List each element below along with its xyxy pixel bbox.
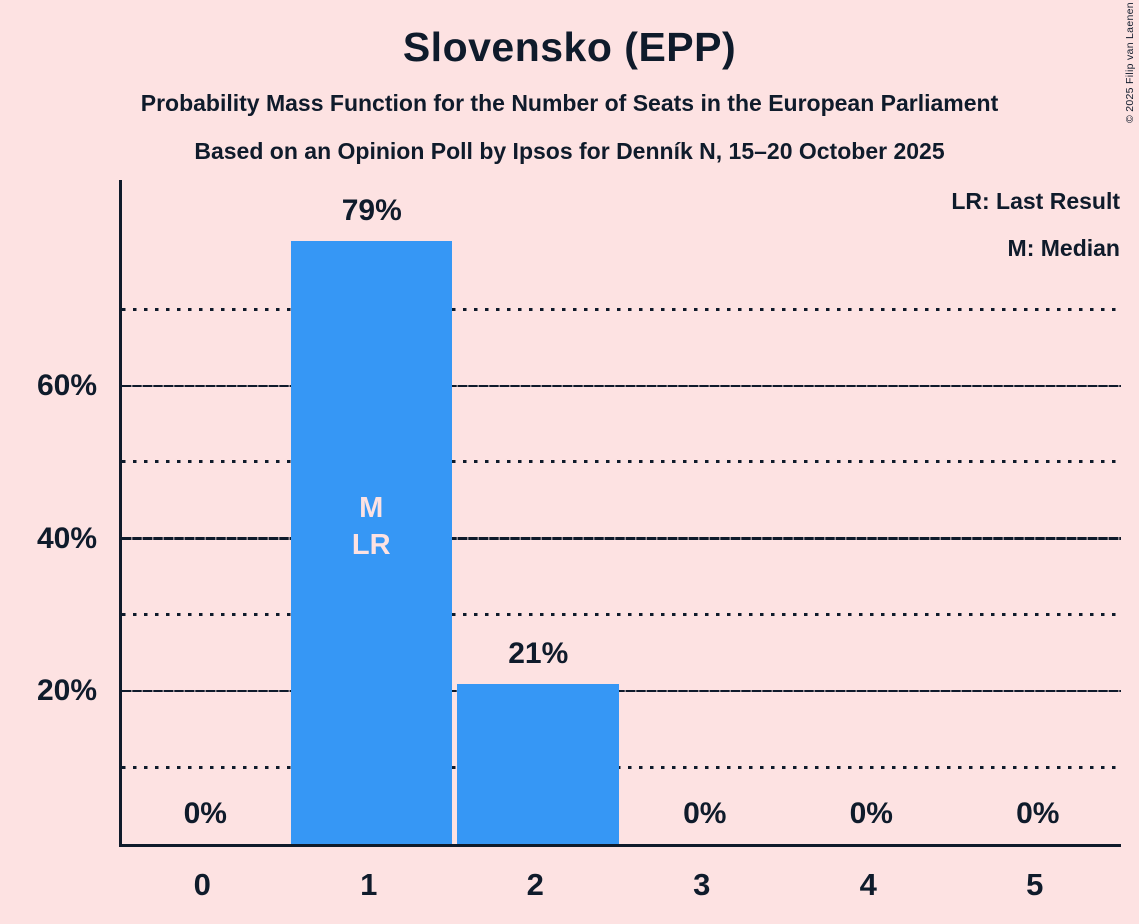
y-tick-label-40: 40% bbox=[36, 521, 97, 555]
x-tick-label-5: 5 bbox=[1026, 867, 1044, 902]
chart-subtitle-line-1: Probability Mass Function for the Number… bbox=[140, 90, 999, 116]
legend-last-result: LR: Last Result bbox=[951, 188, 1120, 214]
y-axis-labels: 20% 40% 60% bbox=[0, 180, 97, 844]
gridline-70pct-dotted bbox=[122, 307, 1121, 311]
legend-median: M: Median bbox=[1007, 235, 1120, 261]
bar-value-label-1: 79% bbox=[341, 194, 402, 228]
marker-label-m: M bbox=[359, 491, 384, 524]
x-tick-label-0: 0 bbox=[193, 867, 211, 902]
bar-column-1: M LR 79% bbox=[289, 180, 456, 844]
bar-value-label-2: 21% bbox=[508, 636, 569, 670]
bar-value-label-5: 0% bbox=[1016, 797, 1060, 830]
chart-subtitle-line-2: Based on an Opinion Poll by Ipsos for De… bbox=[194, 138, 945, 164]
bar-value-label-4: 0% bbox=[849, 797, 893, 830]
gridline-60pct-solid bbox=[122, 384, 1121, 388]
chart-legend: LR: Last Result M: Median bbox=[951, 178, 1120, 272]
bar-column-4: 0% bbox=[788, 180, 955, 844]
median-last-result-markers: M LR bbox=[352, 490, 391, 564]
y-tick-label-20: 20% bbox=[36, 674, 97, 708]
x-tick-label-4: 4 bbox=[859, 867, 877, 902]
bar-1: M LR bbox=[290, 241, 452, 844]
x-tick-label-2: 2 bbox=[526, 867, 544, 902]
marker-label-lr: LR bbox=[351, 528, 391, 561]
bar-column-2: 21% bbox=[455, 180, 622, 844]
x-tick-label-3: 3 bbox=[693, 867, 711, 902]
y-tick-label-60: 60% bbox=[36, 369, 97, 403]
gridline-30pct-dotted bbox=[122, 613, 1121, 617]
bar-value-label-3: 0% bbox=[683, 797, 727, 830]
gridline-10pct-dotted bbox=[122, 765, 1121, 769]
x-tick-label-1: 1 bbox=[360, 867, 378, 902]
gridline-40pct-solid bbox=[122, 537, 1121, 540]
gridline-50pct-dotted bbox=[122, 460, 1121, 464]
gridline-20pct-solid bbox=[122, 689, 1121, 693]
bar-column-3: 0% bbox=[622, 180, 789, 844]
page-title: Slovensko (EPP) bbox=[402, 24, 737, 70]
copyright-text: © 2025 Filip van Laenen bbox=[1124, 2, 1136, 123]
plot-area: 0% M LR 79% 21% 0% 0% 0% bbox=[119, 180, 1121, 847]
bar-2 bbox=[457, 683, 619, 844]
bar-column-0: 0% bbox=[122, 180, 289, 844]
bar-column-5: 0% bbox=[955, 180, 1122, 844]
bar-value-label-0: 0% bbox=[183, 797, 227, 830]
